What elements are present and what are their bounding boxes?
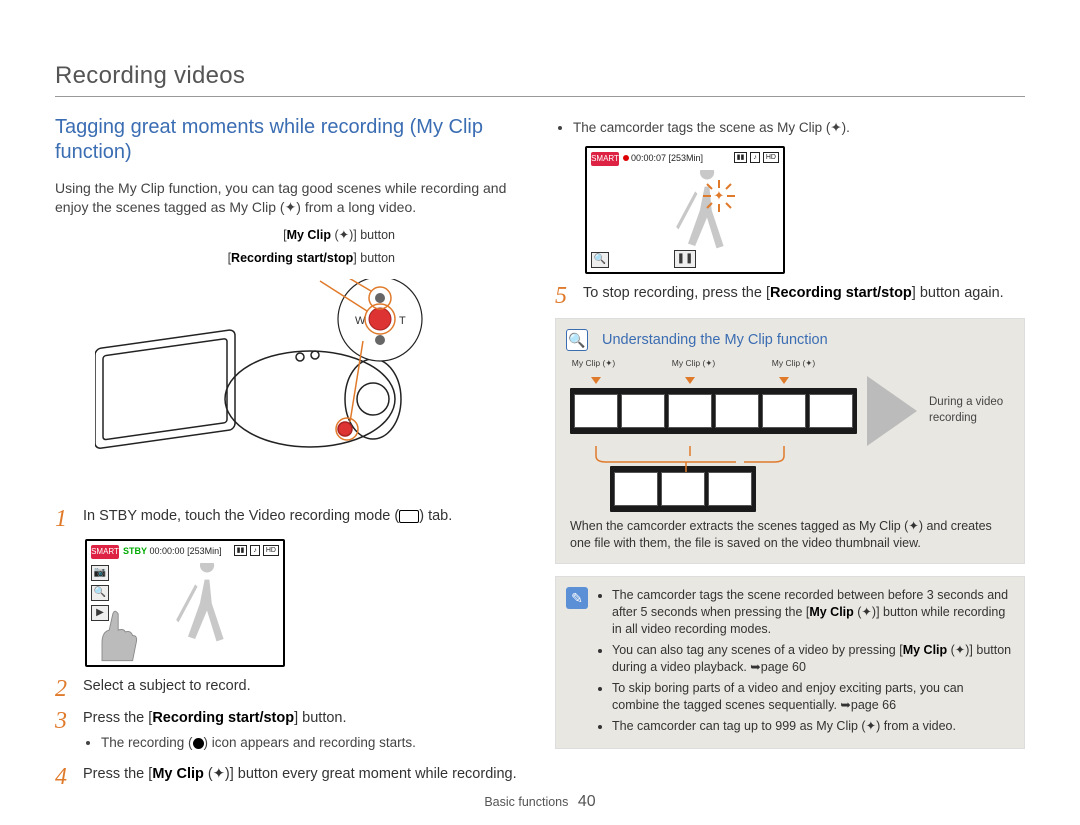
tip-item: The camcorder tags the scene recorded be… [612, 587, 1012, 638]
film-frame [621, 394, 665, 428]
understanding-box: 🔍 Understanding the My Clip function My … [555, 318, 1025, 565]
film-frame [574, 394, 618, 428]
step-3-sub: The recording () icon appears and record… [101, 734, 525, 752]
lcd-top-icons: ▮▮♪HD [234, 545, 279, 556]
step-4: 4 Press the [My Clip (✦)] button every g… [55, 765, 525, 789]
during-text: During a video recording [929, 395, 1009, 426]
step-3: 3 Press the [Recording start/stop] butto… [55, 709, 525, 757]
zoom-icon: 🔍 [591, 252, 609, 268]
page-footer: Basic functions 40 [0, 791, 1080, 813]
camcorder-illustration: W T [55, 269, 525, 499]
step-num: 1 [55, 507, 73, 531]
divider [55, 96, 1025, 97]
filmstrip-source [570, 388, 857, 434]
clip-label: My Clip (✦) [670, 358, 717, 369]
film-frame [668, 394, 712, 428]
smart-badge: SMART [591, 152, 619, 166]
magnifier-badge-icon: 🔍 [566, 329, 588, 351]
film-frame [708, 472, 752, 506]
golfer-silhouette-icon [167, 563, 247, 658]
right-bullet-tag: The camcorder tags the scene as My Clip … [573, 119, 1025, 137]
myclip-button-label: [My Clip (✦)] button [283, 227, 395, 244]
tips-box: ✎ The camcorder tags the scene recorded … [555, 576, 1025, 749]
filmstrip-result [610, 466, 756, 512]
svg-text:✦: ✦ [714, 188, 725, 203]
left-column: Tagging great moments while recording (M… [55, 115, 525, 788]
step-5-text: To stop recording, press the [Recording … [583, 284, 1025, 308]
smart-badge: SMART [91, 545, 119, 559]
clip-label: My Clip (✦) [570, 358, 617, 369]
camera-icon: 📷 [91, 565, 109, 581]
step-1-text: In STBY mode, touch the Video recording … [83, 507, 525, 531]
intro-text: Using the My Clip function, you can tag … [55, 179, 525, 217]
step-3-text: Press the [Recording start/stop] button. [83, 710, 347, 726]
pause-button-icon: ❚❚ [674, 250, 696, 268]
extract-note: When the camcorder extracts the scenes t… [570, 518, 1010, 552]
recstart-button-label: [Recording start/stop] button [228, 250, 395, 267]
page-title: Recording videos [55, 60, 1025, 92]
svg-text:T: T [399, 315, 406, 327]
tip-item: To skip boring parts of a video and enjo… [612, 680, 1012, 714]
record-dot-icon [193, 738, 204, 749]
rec-dot-icon [623, 155, 629, 161]
step-4-text: Press the [My Clip (✦)] button every gre… [83, 765, 525, 789]
film-frame [661, 472, 705, 506]
footer-section: Basic functions [484, 795, 568, 809]
film-frame [715, 394, 759, 428]
step-5: 5 To stop recording, press the [Recordin… [555, 284, 1025, 308]
tip-item: You can also tag any scenes of a video b… [612, 642, 1012, 676]
tag-burst-icon: ✦ [699, 176, 739, 216]
zoom-icon: 🔍 [91, 585, 109, 601]
step-2: 2 Select a subject to record. [55, 677, 525, 701]
lcd-preview-recording: SMART 00:00:07 [253Min] ▮▮♪HD 🔍 ✦ ❚❚ [585, 146, 785, 274]
video-mode-icon [399, 510, 419, 523]
note-badge-icon: ✎ [566, 587, 588, 609]
section-title: Tagging great moments while recording (M… [55, 115, 525, 165]
right-column: The camcorder tags the scene as My Clip … [555, 115, 1025, 788]
touch-hand-icon [93, 608, 138, 663]
connector-lines [574, 450, 1010, 474]
step-2-text: Select a subject to record. [83, 677, 525, 701]
understanding-title: Understanding the My Clip function [602, 331, 1010, 351]
svg-text:W: W [355, 315, 366, 327]
tip-item: The camcorder can tag up to 999 as My Cl… [612, 718, 1012, 735]
lcd-timecode: STBY 00:00:00 [253Min] [123, 545, 222, 557]
lcd-timecode-2: 00:00:07 [253Min] [623, 152, 703, 164]
arrow-right-icon [867, 376, 917, 446]
film-frame [614, 472, 658, 506]
film-frame [809, 394, 853, 428]
film-frame [762, 394, 806, 428]
step-1: 1 In STBY mode, touch the Video recordin… [55, 507, 525, 531]
lcd-top-icons-2: ▮▮♪HD [734, 152, 779, 163]
clip-label: My Clip (✦) [770, 358, 817, 369]
footer-page-number: 40 [578, 793, 596, 810]
lcd-preview-stby: SMART STBY 00:00:00 [253Min] ▮▮♪HD 📷 🔍 ▶ [85, 539, 285, 667]
